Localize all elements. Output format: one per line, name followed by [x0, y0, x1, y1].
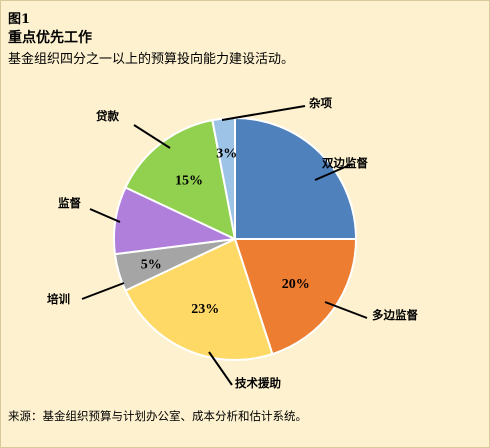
slice-category-label: 杂项	[309, 96, 332, 110]
slice-category-label: 监督	[58, 196, 81, 210]
slice-value-label: 3%	[216, 146, 237, 161]
pie-slice	[233, 238, 358, 356]
slice-category-label: 贷款	[96, 109, 119, 123]
slice-value-label: 20%	[282, 277, 310, 292]
chart-title: 重点优先工作	[8, 30, 92, 46]
chart-subtitle: 基金组织四分之一以上的预算投向能力建设活动。	[8, 52, 295, 67]
leader-line	[324, 301, 368, 319]
slice-value-label: 5%	[141, 257, 162, 272]
slice-category-label: 培训	[47, 292, 70, 306]
source-note: 来源：基金组织预算与计划办公室、成本分析和估计系统。	[8, 409, 307, 423]
leader-line	[89, 208, 121, 223]
pie-slice	[124, 118, 237, 241]
slice-value-label: 23%	[191, 302, 219, 317]
slice-value-label: 15%	[175, 174, 203, 189]
slice-category-label: 多边监督	[372, 308, 418, 322]
leader-line	[81, 282, 125, 300]
leader-line	[314, 163, 353, 181]
slice-category-label: 技术援助	[235, 376, 281, 390]
leader-line	[208, 351, 233, 386]
pie-slice	[124, 237, 274, 361]
pie-slice	[234, 116, 358, 240]
figure-label: 图1	[8, 12, 31, 27]
slice-category-label: 双边监督	[321, 156, 368, 170]
leader-line	[133, 124, 171, 149]
leader-line	[221, 105, 306, 121]
